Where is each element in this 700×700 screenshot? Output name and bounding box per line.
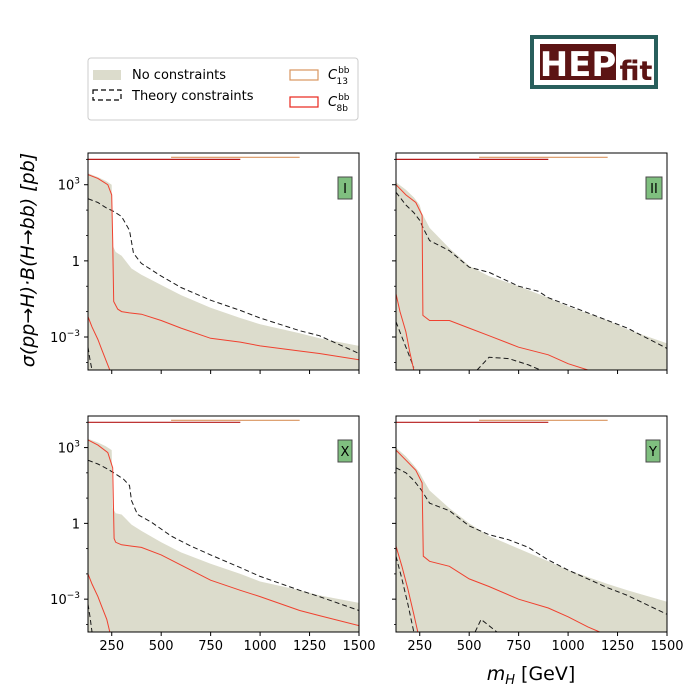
c8b-constraint-curve	[396, 449, 600, 632]
x-tick-label: 250	[99, 639, 124, 654]
panel-frame	[395, 152, 668, 371]
panel-plot-area	[396, 419, 667, 632]
logo-main-text: HEP	[540, 45, 617, 85]
legend: No constraints Theory constraints Cbb 13 …	[87, 57, 359, 121]
c8b-constraint-curve	[396, 545, 419, 632]
x-axis-label-symbol: m	[487, 663, 506, 685]
y-tick-label: 1	[72, 517, 80, 532]
theory-constraint-curve	[88, 347, 93, 370]
panel-i: 103 1 10−3 I	[50, 152, 360, 374]
panel-frame	[87, 415, 360, 633]
panel-badge	[337, 176, 353, 200]
x-tick-label: 1000	[552, 639, 585, 654]
c8b-constraint-curve	[88, 439, 359, 627]
logo-sub-text: fit	[620, 56, 653, 87]
x-tick-label: 750	[198, 639, 223, 654]
x-tick-label: 1250	[601, 639, 634, 654]
no-constraints-band	[396, 447, 667, 632]
legend-swatch-theory	[92, 89, 122, 101]
legend-swatch-no-constraints	[93, 70, 121, 80]
panel-plot-area	[88, 156, 359, 370]
x-tick-label: 1250	[293, 639, 326, 654]
c8b-constraint-curve	[396, 184, 589, 370]
y-tick-label: 103	[58, 440, 80, 457]
legend-swatch-c13	[289, 69, 319, 81]
legend-swatch-c8b	[289, 96, 319, 108]
panel-badge-label: X	[341, 445, 350, 460]
c8b-constraint-curve	[88, 573, 111, 632]
theory-constraint-curve	[474, 618, 498, 632]
x-tick-label: 250	[407, 639, 432, 654]
theory-constraint-curve	[396, 556, 415, 632]
x-axis-label-subscript: H	[505, 673, 515, 688]
y-tick-label: 103	[58, 177, 80, 194]
y-tick-label: 10−3	[50, 591, 80, 608]
panel-badge-label: I	[343, 182, 347, 197]
x-tick-label: 1500	[650, 639, 683, 654]
y-tick-label: 1	[72, 255, 80, 270]
no-constraints-band	[88, 438, 359, 632]
c8b-constraint-curve	[88, 316, 111, 370]
x-tick-label: 1000	[244, 639, 277, 654]
no-constraints-band	[396, 182, 667, 370]
hepfit-logo: HEP fit	[530, 35, 658, 89]
legend-label-c13: Cbb 13	[328, 66, 350, 87]
theory-constraint-curve	[396, 191, 667, 349]
panel-badge-label: Y	[648, 445, 657, 460]
panel-ii: II	[392, 152, 668, 374]
panel-x: 250 500 750 1000 1250 1500 103 1 10−3 X	[50, 415, 376, 654]
x-tick-label: 500	[457, 639, 482, 654]
x-tick-label: 1500	[342, 639, 375, 654]
x-axis-label-unit: [GeV]	[515, 663, 575, 685]
theory-constraint-curve	[396, 321, 415, 368]
x-axis-label: mH [GeV]	[487, 663, 576, 688]
x-tick-label: 500	[149, 639, 174, 654]
c8b-constraint-curve	[88, 174, 359, 361]
panel-badge-label: II	[650, 182, 658, 197]
x-tick-label: 750	[506, 639, 531, 654]
panel-badge	[645, 176, 663, 200]
legend-label-c8b: Cbb 8b	[328, 93, 350, 114]
no-constraints-band	[88, 173, 359, 370]
panel-frame	[87, 152, 360, 371]
panel-frame	[395, 415, 668, 633]
y-tick-label: 10−3	[50, 329, 80, 346]
panel-badge	[337, 439, 353, 463]
legend-label-theory: Theory constraints	[131, 89, 254, 104]
panel-plot-area	[88, 419, 359, 632]
logo-block	[540, 44, 616, 80]
theory-constraint-curve	[396, 467, 667, 615]
panel-y: 250 500 750 1000 1250 1500 Y	[392, 415, 684, 654]
panel-plot-area	[396, 156, 667, 370]
theory-constraint-curve	[88, 604, 93, 632]
theory-constraint-curve	[88, 198, 359, 354]
y-axis-label: σ(pp→H)·B(H→bb) [pb]	[17, 153, 39, 367]
c8b-constraint-curve	[396, 293, 415, 370]
legend-label-no-constraints: No constraints	[132, 68, 226, 83]
panel-badge	[645, 439, 661, 463]
theory-constraint-curve	[476, 356, 541, 370]
